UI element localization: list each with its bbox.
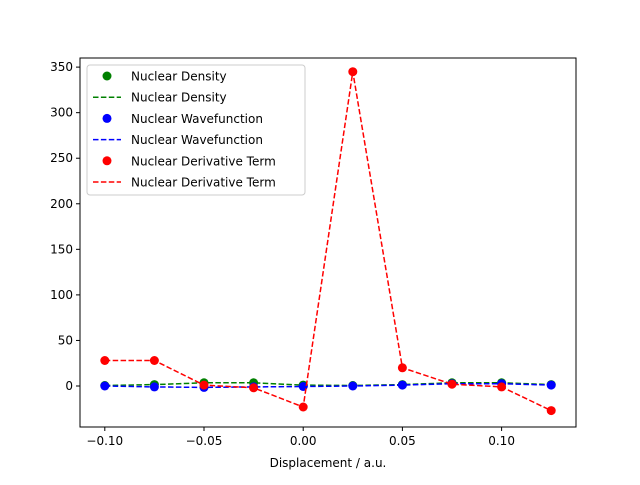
data-point bbox=[348, 381, 358, 391]
legend-entry: Nuclear Density bbox=[102, 70, 227, 84]
data-point bbox=[546, 406, 556, 416]
series-line bbox=[104, 382, 552, 387]
data-point bbox=[397, 363, 407, 373]
data-point bbox=[298, 402, 308, 412]
legend-entry: Nuclear Wavefunction bbox=[102, 112, 263, 126]
data-point bbox=[397, 380, 407, 390]
y-tick-label: 0 bbox=[65, 379, 73, 393]
legend-entry: Nuclear Derivative Term bbox=[93, 176, 276, 190]
x-tick-label: −0.10 bbox=[86, 434, 123, 448]
legend-marker bbox=[102, 156, 112, 166]
data-point bbox=[497, 382, 507, 392]
legend-entry: Nuclear Wavefunction bbox=[93, 133, 263, 147]
x-tick-label: 0.10 bbox=[488, 434, 515, 448]
legend-marker bbox=[102, 71, 112, 81]
data-point bbox=[447, 379, 457, 389]
y-tick-label: 250 bbox=[50, 151, 73, 165]
legend-label: Nuclear Density bbox=[131, 91, 227, 105]
series-3 bbox=[100, 67, 556, 416]
legend-entry: Nuclear Derivative Term bbox=[102, 154, 276, 168]
legend-label: Nuclear Wavefunction bbox=[131, 112, 263, 126]
y-tick-label: 150 bbox=[50, 242, 73, 256]
legend-label: Nuclear Density bbox=[131, 70, 227, 84]
axes-frame bbox=[79, 57, 577, 428]
data-point bbox=[149, 382, 159, 392]
data-point bbox=[100, 381, 110, 391]
y-tick-label: 350 bbox=[50, 60, 73, 74]
plot-area bbox=[100, 67, 556, 416]
legend: Nuclear Density Nuclear Density Nuclear Wa… bbox=[86, 64, 306, 196]
legend-label: Nuclear Derivative Term bbox=[131, 176, 276, 190]
data-point bbox=[546, 380, 556, 390]
data-point bbox=[249, 383, 259, 393]
x-axis-label: Displacement / a.u. bbox=[270, 456, 387, 470]
x-tick-label: −0.05 bbox=[186, 434, 223, 448]
legend-box bbox=[86, 64, 306, 196]
axes: −0.10 −0.05 0.00 0.05 0.10 0 50 100 150 200 250 300… bbox=[50, 57, 577, 448]
y-tick-label: 100 bbox=[50, 288, 73, 302]
legend-marker bbox=[102, 113, 112, 123]
data-point bbox=[348, 67, 358, 77]
legend-label: Nuclear Derivative Term bbox=[131, 154, 276, 168]
series-line bbox=[104, 382, 552, 389]
y-tick-label: 200 bbox=[50, 197, 73, 211]
data-point bbox=[100, 356, 110, 365]
x-tick-label: 0.00 bbox=[290, 434, 317, 448]
x-tick-label: 0.05 bbox=[389, 434, 416, 448]
y-tick-label: 300 bbox=[50, 106, 73, 120]
legend-entry: Nuclear Density bbox=[93, 91, 227, 105]
data-point bbox=[199, 380, 209, 390]
data-point bbox=[149, 356, 159, 365]
legend-label: Nuclear Wavefunction bbox=[131, 133, 263, 147]
y-tick-label: 50 bbox=[58, 333, 73, 347]
series-2 bbox=[100, 379, 556, 392]
